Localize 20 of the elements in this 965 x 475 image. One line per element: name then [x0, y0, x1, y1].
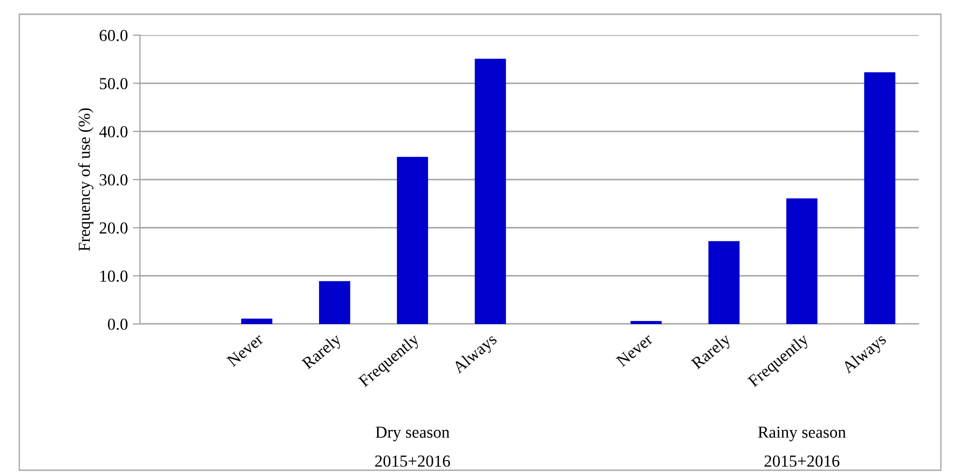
- y-tick-label: 20.0: [100, 222, 128, 234]
- bar: [474, 58, 506, 324]
- text: 2015+2016: [764, 456, 840, 467]
- y-tick-label: 60.0: [100, 30, 128, 42]
- bar: [241, 318, 272, 324]
- text: Rainy season: [758, 426, 846, 442]
- text: 2015+2016: [375, 456, 450, 467]
- text: Dry season: [376, 426, 450, 442]
- bar: [319, 281, 350, 324]
- y-tick-label: 0.0: [108, 318, 128, 330]
- y-tick-label: 30.0: [100, 174, 128, 186]
- y-axis-title: Frequency of use (%): [78, 108, 94, 252]
- bar: [630, 321, 662, 324]
- bar: [396, 156, 428, 324]
- bar: [708, 241, 740, 324]
- bar: [864, 72, 896, 324]
- y-tick-label: 50.0: [100, 78, 128, 90]
- y-tick-label: 10.0: [100, 270, 128, 282]
- y-tick-label: 40.0: [99, 126, 128, 138]
- bar: [786, 198, 818, 324]
